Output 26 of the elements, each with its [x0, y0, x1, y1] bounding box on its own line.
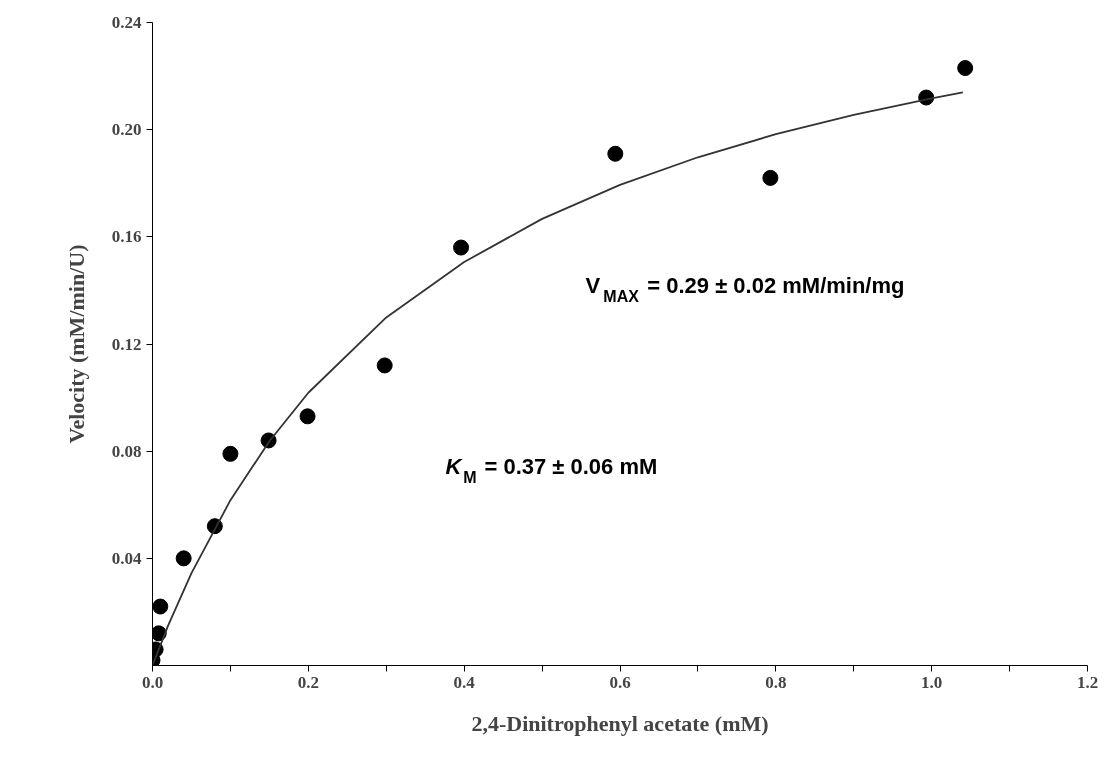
- point: [607, 145, 624, 162]
- point: [453, 239, 470, 256]
- x-tick-label: 0.0: [141, 672, 164, 692]
- y-axis-title: Velocity (mM/min/U): [63, 244, 89, 444]
- x-tick-label: 1.0: [921, 672, 943, 692]
- x-tick-label: 0.6: [609, 672, 631, 692]
- point: [376, 357, 393, 374]
- y-tick-label: 0.12: [111, 334, 142, 354]
- x-tick-label: 0.8: [765, 672, 787, 692]
- y-tick-label: 0.24: [111, 13, 142, 32]
- point: [152, 598, 169, 615]
- point: [957, 60, 974, 77]
- y-tick-label: 0.16: [111, 227, 142, 247]
- point: [222, 445, 239, 462]
- line-series: [152, 91, 964, 666]
- x-axis-title: 2,4-Dinitrophenyl acetate (mM): [471, 710, 769, 736]
- y-tick-label: 0.04: [111, 548, 142, 568]
- point: [762, 169, 779, 186]
- x-tick-label: 1.2: [1076, 672, 1099, 692]
- x-tick-label: 0.4: [453, 672, 476, 692]
- y-tick-label: 0.08: [111, 441, 142, 461]
- point: [175, 550, 192, 567]
- point: [299, 408, 316, 425]
- point: [152, 625, 167, 642]
- y-tick-label: 0.20: [111, 120, 142, 140]
- x-tick-label: 0.2: [297, 672, 319, 692]
